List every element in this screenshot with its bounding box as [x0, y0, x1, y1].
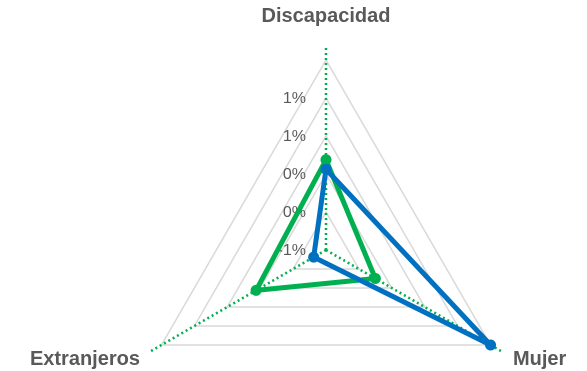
axis-label-mujer: Mujer: [513, 348, 567, 370]
radar-series: [250, 154, 497, 351]
radar-grid: [160, 58, 492, 346]
axis-label-discapacidad: Discapacidad: [262, 5, 391, 27]
grid-ring: [193, 96, 459, 327]
data-point: [250, 284, 262, 296]
data-point: [485, 339, 497, 351]
tick-label: 1%: [283, 128, 306, 145]
data-point: [369, 273, 381, 284]
axis-label-extranjeros: Extranjeros: [30, 348, 140, 370]
tick-label: -1%: [278, 242, 306, 259]
data-point: [320, 163, 332, 175]
data-point: [320, 154, 332, 166]
axis-spoke-extranjeros: [150, 248, 327, 353]
axis-spoke-mujer: [325, 248, 502, 353]
tick-label: 0%: [283, 166, 306, 183]
data-point: [308, 251, 320, 263]
grid-ring: [258, 172, 394, 289]
tick-label: 1%: [283, 90, 306, 107]
grid-ring: [160, 58, 492, 346]
grid-ring: [291, 210, 361, 270]
series-line-2: [311, 166, 494, 348]
radar-axes: [150, 48, 502, 353]
radar-tick-labels: -1%0%0%1%1%: [278, 90, 306, 259]
series-line-1: [253, 157, 378, 293]
